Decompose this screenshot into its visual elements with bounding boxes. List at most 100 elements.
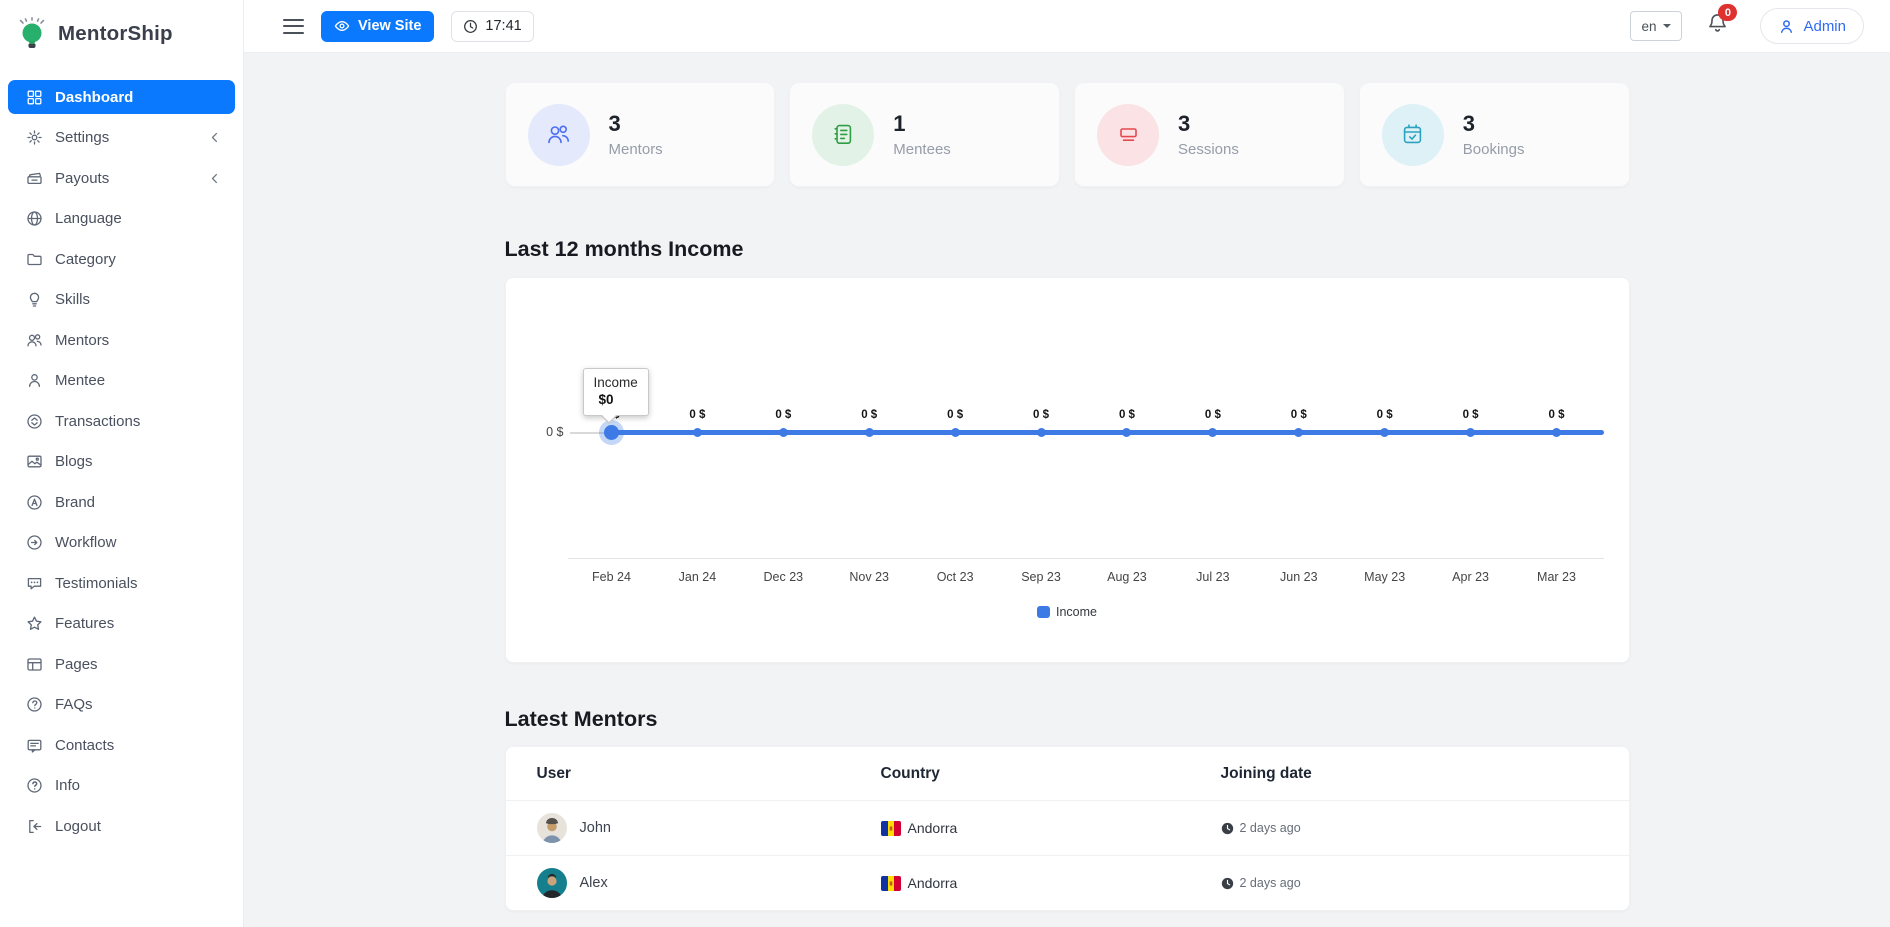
sidebar-item-transactions[interactable]: Transactions (8, 404, 235, 438)
stat-label: Bookings (1462, 140, 1525, 158)
x-axis-label: Dec 23 (763, 570, 804, 584)
stat-mentors-icon (546, 122, 571, 147)
chart-point[interactable] (950, 428, 960, 437)
star-icon (26, 615, 43, 632)
tooltip-series-name: Income (593, 375, 638, 390)
users-icon (26, 332, 43, 349)
point-value-label: 0 $ (1462, 409, 1479, 421)
sidebar-item-brand[interactable]: Brand (8, 485, 235, 519)
chart-point[interactable] (1208, 428, 1218, 437)
layout-icon (26, 656, 43, 673)
sidebar-item-label: FAQs (55, 696, 93, 713)
sidebar-item-label: Payouts (55, 169, 110, 187)
sidebar-item-skills[interactable]: Skills (8, 283, 235, 317)
sidebar-item-label: Features (55, 615, 115, 632)
zero-gridline (569, 432, 612, 434)
view-site-button[interactable]: View Site (321, 10, 435, 42)
info-circle-icon (26, 777, 43, 794)
hamburger-icon[interactable] (283, 18, 304, 34)
chevron-left-icon (209, 132, 220, 143)
country-name: Andorra (907, 875, 958, 891)
chart-point[interactable] (1466, 428, 1476, 437)
point-value-label: 0 $ (1548, 409, 1565, 421)
sidebar-item-label: Mentors (55, 331, 110, 349)
x-axis-label: Feb 24 (592, 570, 631, 584)
joining-date: 2 days ago (1239, 876, 1301, 890)
sidebar-item-payouts[interactable]: Payouts (8, 161, 235, 195)
x-axis-label: Oct 23 (936, 570, 974, 584)
sidebar-item-mentee[interactable]: Mentee (8, 364, 235, 398)
folder-icon (26, 251, 43, 268)
sidebar-item-label: Transactions (55, 412, 141, 430)
point-value-label: 0 $ (1376, 409, 1393, 421)
column-header-user: User (536, 764, 571, 782)
table-header-row: User Country Joining date (506, 747, 1629, 800)
stat-icon-circle (527, 103, 590, 166)
admin-button[interactable]: Admin (1760, 8, 1864, 44)
stat-value: 3 (1462, 111, 1475, 137)
sidebar-item-mentors[interactable]: Mentors (8, 323, 235, 357)
chart-point[interactable] (864, 428, 874, 437)
income-section-title: Last 12 months Income (504, 237, 744, 261)
sidebar-item-features[interactable]: Features (8, 607, 235, 641)
legend-income-label: Income (1056, 605, 1097, 619)
sidebar-item-label: Info (55, 777, 81, 794)
stat-icon-circle (1381, 103, 1444, 166)
sidebar-item-contacts[interactable]: Contacts (8, 728, 235, 762)
alex-avatar (536, 868, 567, 898)
mentors-section-title: Latest Mentors (504, 707, 658, 731)
clock-filled-icon (1221, 822, 1234, 835)
sidebar-item-pages[interactable]: Pages (8, 647, 235, 681)
language-selector[interactable]: en (1630, 11, 1683, 41)
transactions-icon (26, 413, 43, 430)
chart-point[interactable] (1552, 428, 1561, 437)
point-value-label: 0 $ (775, 409, 792, 421)
stat-sessions-icon (1116, 122, 1141, 147)
chart-point[interactable] (692, 428, 702, 437)
chart-point[interactable] (604, 425, 619, 440)
arrow-circle-icon (26, 534, 43, 551)
sidebar-item-label: Logout (55, 817, 101, 835)
sidebar-item-info[interactable]: Info (8, 769, 235, 803)
chart-point[interactable] (1380, 428, 1390, 437)
sidebar-item-testimonials[interactable]: Testimonials (8, 566, 235, 600)
sidebar-item-language[interactable]: Language (8, 202, 235, 236)
x-axis-label: Apr 23 (1452, 570, 1489, 584)
time-chip[interactable]: 17:41 (451, 10, 534, 42)
brand-circle-icon (26, 494, 43, 511)
clock-filled-icon (1221, 877, 1234, 890)
x-axis-label: Jun 23 (1280, 570, 1318, 584)
point-value-label: 0 $ (1290, 409, 1307, 421)
joining-date: 2 days ago (1239, 821, 1301, 835)
sidebar-item-logout[interactable]: Logout (8, 809, 235, 843)
sidebar-item-settings[interactable]: Settings (8, 121, 235, 155)
lightbulb-logo-icon (17, 17, 47, 51)
x-axis-label: Sep 23 (1021, 570, 1061, 584)
x-axis-label: Aug 23 (1107, 570, 1147, 584)
chart-point[interactable] (1122, 428, 1132, 437)
person-icon (1778, 18, 1795, 35)
sidebar-item-blogs[interactable]: Blogs (8, 445, 235, 479)
stat-card-mentees: 1 Mentees (789, 82, 1060, 187)
x-axis-line (567, 558, 1604, 559)
chart-tooltip: Income $0 (582, 368, 649, 424)
sidebar-item-workflow[interactable]: Workflow (8, 526, 235, 560)
chart-point[interactable] (778, 428, 788, 437)
chart-point[interactable] (1036, 428, 1046, 437)
stat-bookings-icon (1400, 122, 1425, 147)
x-axis-label: Nov 23 (849, 570, 890, 584)
sidebar-item-label: Contacts (55, 736, 115, 754)
sidebar-item-faqs[interactable]: FAQs (8, 688, 235, 722)
sidebar-item-label: Pages (55, 655, 98, 673)
andorra-flag (880, 875, 901, 891)
chart-point[interactable] (1294, 428, 1304, 437)
question-circle-icon (26, 696, 43, 713)
sidebar-item-dashboard[interactable]: Dashboard (8, 80, 235, 114)
john-avatar (536, 813, 567, 843)
admin-label: Admin (1803, 17, 1846, 35)
latest-mentors-table: User Country Joining date John Andorra 2 d… (504, 746, 1630, 911)
legend-income-swatch (1037, 606, 1050, 618)
notifications-button[interactable]: 0 (1706, 4, 1738, 40)
x-axis-label: Jul 23 (1196, 570, 1230, 584)
sidebar-item-category[interactable]: Category (8, 242, 235, 276)
